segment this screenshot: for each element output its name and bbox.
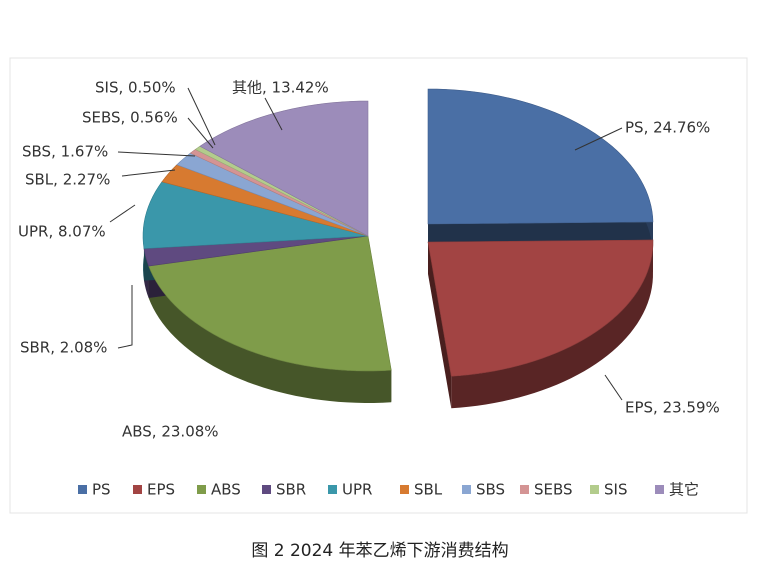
legend-swatch	[262, 485, 271, 494]
data-label: EPS, 23.59%	[625, 399, 720, 417]
slice	[427, 239, 654, 377]
legend-label: SBL	[414, 481, 443, 499]
legend-label: 其它	[669, 481, 699, 499]
data-label: 其他, 13.42%	[232, 79, 329, 97]
slice	[148, 235, 392, 372]
data-label: SIS, 0.50%	[95, 79, 176, 97]
leader-line	[117, 151, 196, 157]
legend-swatch	[400, 485, 409, 494]
legend-label: SIS	[604, 481, 627, 499]
legend-swatch	[520, 485, 529, 494]
data-label: SBS, 1.67%	[22, 143, 108, 161]
data-label: SEBS, 0.56%	[82, 109, 178, 127]
leader-line	[574, 127, 623, 151]
slice	[199, 100, 369, 237]
slice-wall	[428, 242, 452, 409]
legend-label: EPS	[147, 481, 175, 499]
legend-swatch	[197, 485, 206, 494]
leader-line	[117, 285, 133, 349]
leader-line	[121, 169, 176, 177]
pie	[142, 88, 654, 409]
legend-label: PS	[92, 481, 111, 499]
legend-swatch	[133, 485, 142, 494]
legend-swatch	[78, 485, 87, 494]
leader-line	[264, 97, 283, 131]
legend-label: SEBS	[534, 481, 573, 499]
data-label: ABS, 23.08%	[122, 423, 219, 441]
legend-label: SBS	[476, 481, 505, 499]
legend-label: UPR	[342, 481, 372, 499]
slice-tops	[142, 88, 654, 377]
caption: 图 2 2024 年苯乙烯下游消费结构	[251, 541, 508, 561]
legend-swatch	[462, 485, 471, 494]
legend-swatch	[590, 485, 599, 494]
slice	[427, 88, 654, 225]
data-label: SBL, 2.27%	[25, 171, 110, 189]
leader-line	[187, 87, 216, 146]
data-label: UPR, 8.07%	[18, 223, 106, 241]
data-label: PS, 24.76%	[625, 119, 710, 137]
legend-label: ABS	[211, 481, 241, 499]
slice-side	[148, 266, 392, 403]
slice	[142, 181, 369, 249]
data-label: SBR, 2.08%	[20, 339, 107, 357]
legend-swatch	[655, 485, 664, 494]
slice-side	[451, 239, 653, 409]
leader-line	[604, 374, 623, 401]
leader-line	[187, 117, 214, 149]
leader-line	[109, 204, 136, 223]
legend-label: SBR	[276, 481, 306, 499]
legend-swatch	[328, 485, 337, 494]
